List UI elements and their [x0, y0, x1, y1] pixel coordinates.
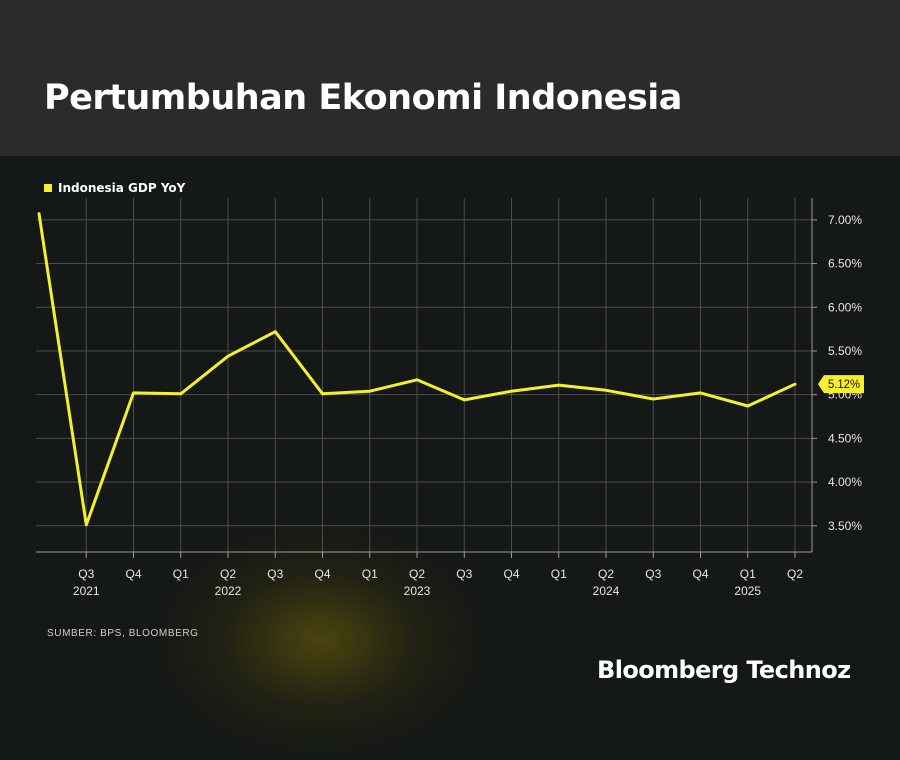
y-tick-label: 3.50%: [828, 519, 862, 533]
x-tick-label: Q4: [503, 567, 519, 581]
x-tick-label: Q4: [314, 567, 330, 581]
x-tick-label: Q1: [551, 567, 567, 581]
x-year-label: 2025: [734, 584, 761, 598]
x-tick-label: Q2: [598, 567, 614, 581]
y-tick-label: 4.50%: [828, 431, 862, 445]
brand-logo: Bloomberg Technoz: [597, 656, 851, 684]
x-tick-label: Q2: [787, 567, 803, 581]
y-tick-label: 5.50%: [828, 344, 862, 358]
y-tick-label: 4.00%: [828, 475, 862, 489]
legend-label: Indonesia GDP YoY: [58, 181, 186, 195]
y-tick-label: 6.50%: [828, 257, 862, 271]
x-year-label: 2023: [404, 584, 431, 598]
x-year-label: 2024: [593, 584, 620, 598]
x-tick-label: Q3: [267, 567, 283, 581]
last-value-label: 5.12%: [828, 377, 860, 391]
y-tick-label: 6.00%: [828, 300, 862, 314]
x-year-label: 2022: [215, 584, 242, 598]
x-tick-label: Q2: [409, 567, 425, 581]
x-tick-label: Q3: [78, 567, 94, 581]
page-title: Pertumbuhan Ekonomi Indonesia: [44, 78, 682, 118]
source-note: SUMBER: BPS, BLOOMBERG: [47, 628, 199, 639]
x-tick-label: Q1: [362, 567, 378, 581]
x-tick-label: Q2: [220, 567, 236, 581]
header-bar: Pertumbuhan Ekonomi Indonesia: [0, 0, 900, 156]
x-year-label: 2021: [73, 584, 100, 598]
x-tick-label: Q4: [125, 567, 141, 581]
y-tick-label: 7.00%: [828, 213, 862, 227]
series-line-gdp: [37, 212, 797, 527]
x-tick-label: Q4: [692, 567, 708, 581]
gdp-line-chart: 7.00%6.50%6.00%5.50%5.00%4.50%4.00%3.50%…: [36, 198, 864, 598]
x-tick-label: Q3: [645, 567, 661, 581]
x-tick-label: Q1: [740, 567, 756, 581]
chart-legend: Indonesia GDP YoY: [44, 181, 185, 195]
last-value-tag: [818, 375, 864, 394]
x-tick-label: Q1: [173, 567, 189, 581]
x-tick-label: Q3: [456, 567, 472, 581]
legend-swatch: [44, 184, 52, 192]
